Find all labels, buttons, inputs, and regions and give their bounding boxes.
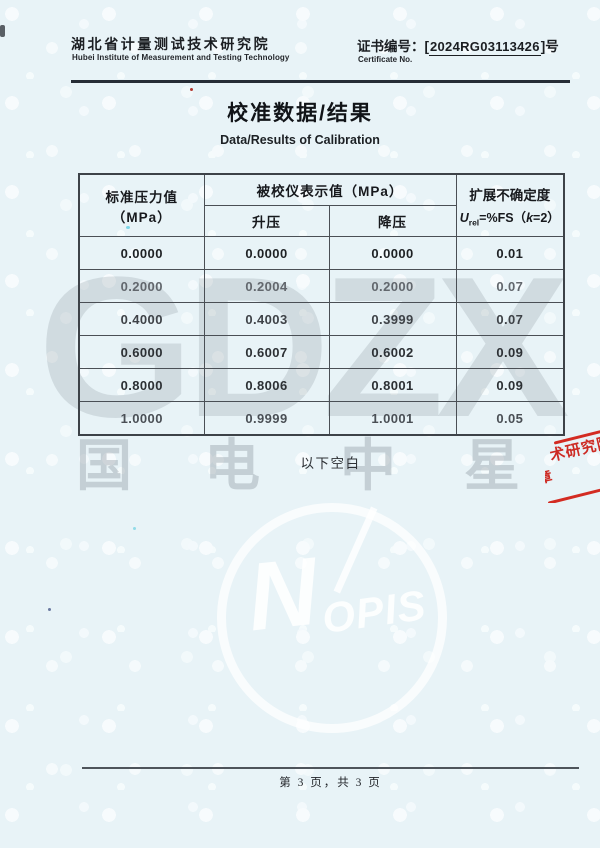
cell-falling: 0.0000 <box>328 236 457 270</box>
cell-standard: 0.2000 <box>78 269 205 303</box>
uncertainty-line1: 扩展不确定度 <box>469 187 551 203</box>
cell-uncertainty: 0.07 <box>455 269 565 303</box>
cell-rising: 0.4003 <box>203 302 330 336</box>
table-row: 0.2000 0.2004 0.2000 0.07 <box>78 269 565 303</box>
cell-standard: 1.0000 <box>78 401 205 436</box>
cell-uncertainty: 0.05 <box>455 401 565 436</box>
cell-falling: 0.8001 <box>328 368 457 402</box>
watermark-char-xing: 星 <box>464 434 520 497</box>
page-subtitle: Data/Results of Calibration <box>220 133 380 147</box>
logo-slash <box>333 506 378 594</box>
cell-falling: 1.0001 <box>328 401 457 436</box>
cell-uncertainty: 0.09 <box>455 368 565 402</box>
stamp-text-line2: 章 <box>545 467 554 487</box>
cell-rising: 0.0000 <box>203 236 330 270</box>
calibration-data-table: 标准压力值（MPa） 被校仪表示值（MPa） 扩展不确定度 Urel=%FS（k… <box>78 173 566 436</box>
col-header-standard-pressure: 标准压力值（MPa） <box>78 173 205 237</box>
col-header-indicated-value: 被校仪表示值（MPa） <box>203 173 457 206</box>
scan-speck <box>133 527 136 530</box>
watermark-char-zhong: 中 <box>340 434 396 497</box>
cell-falling: 0.3999 <box>328 302 457 336</box>
scan-speck <box>190 88 193 91</box>
table-row: 0.0000 0.0000 0.0000 0.01 <box>78 236 565 270</box>
cell-falling: 0.2000 <box>328 269 457 303</box>
cell-uncertainty: 0.07 <box>455 302 565 336</box>
institute-name-cn: 湖北省计量测试技术研究院 <box>71 36 271 52</box>
cell-rising: 0.6007 <box>203 335 330 369</box>
certificate-number-suffix: 号 <box>545 39 559 54</box>
uncertainty-line2: Urel=%FS（k=2） <box>459 210 560 228</box>
cell-uncertainty: 0.09 <box>455 335 565 369</box>
cell-rising: 0.2004 <box>203 269 330 303</box>
nopis-logo-watermark: N OPIS <box>217 503 447 733</box>
cell-standard: 0.6000 <box>78 335 205 369</box>
watermark-char-dian: 电 <box>204 434 260 497</box>
cell-rising: 0.9999 <box>203 401 330 436</box>
cell-uncertainty: 0.01 <box>455 236 565 270</box>
cell-falling: 0.6002 <box>328 335 457 369</box>
col-header-falling-pressure: 降压 <box>328 205 457 237</box>
table-row: 1.0000 0.9999 1.0001 0.05 <box>78 401 565 436</box>
header-divider <box>71 80 570 83</box>
page-number: 第 3 页，共 3 页 <box>279 777 382 789</box>
bracket-open: [ <box>424 39 430 54</box>
blank-below-note: 以下空白 <box>300 456 361 471</box>
stamp-border-line <box>547 484 600 503</box>
col-header-uncertainty: 扩展不确定度 Urel=%FS（k=2） <box>455 173 565 237</box>
bracket-close: ] <box>540 39 546 54</box>
scan-smudge <box>0 25 5 37</box>
certificate-number: 证书编号：[2024RG03113426]号 <box>357 35 559 56</box>
logo-letter-n: N <box>242 537 323 652</box>
red-stamp-fragment: 术研究院 章 <box>545 419 600 503</box>
table-row: 0.8000 0.8006 0.8001 0.09 <box>78 368 565 402</box>
table-row: 0.4000 0.4003 0.3999 0.07 <box>78 302 565 336</box>
certificate-number-label: 证书编号： <box>357 39 425 54</box>
certificate-number-value: 2024RG03113426 <box>429 39 541 56</box>
table-row: 0.6000 0.6007 0.6002 0.09 <box>78 335 565 369</box>
certificate-number-label-en: Certificate No. <box>358 55 413 64</box>
page-title: 校准数据/结果 <box>227 102 373 125</box>
cell-standard: 0.8000 <box>78 368 205 402</box>
institute-name-en: Hubei Institute of Measurement and Testi… <box>72 53 290 62</box>
cell-rising: 0.8006 <box>203 368 330 402</box>
watermark-char-guo: 国 <box>76 434 132 497</box>
scan-speck <box>48 608 51 611</box>
col-header-rising-pressure: 升压 <box>203 205 330 237</box>
footer-divider <box>82 767 579 769</box>
cell-standard: 0.0000 <box>78 236 205 270</box>
cell-standard: 0.4000 <box>78 302 205 336</box>
